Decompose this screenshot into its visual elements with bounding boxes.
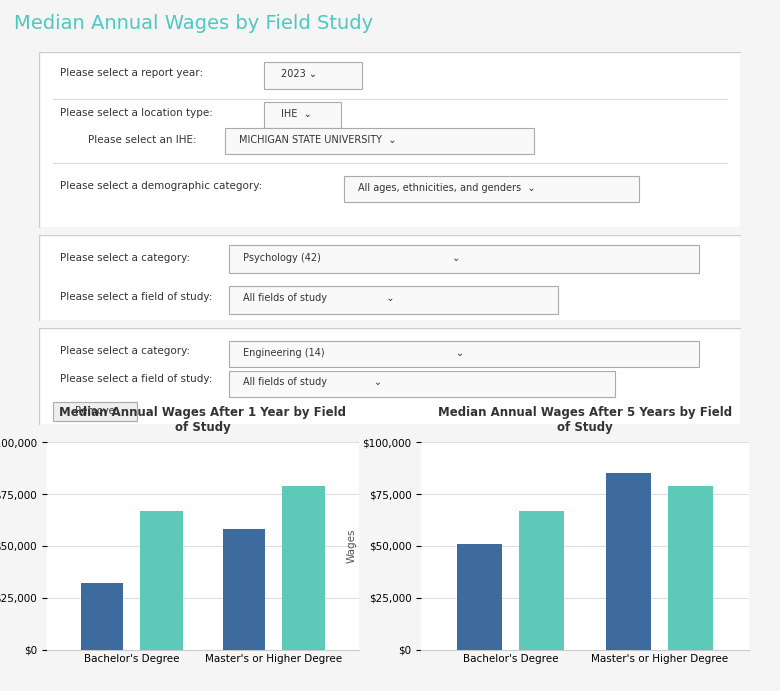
Bar [519, 511, 564, 650]
FancyBboxPatch shape [229, 286, 558, 314]
Text: 2023 ⌄: 2023 ⌄ [281, 69, 317, 79]
Text: Median Annual Wages by Field Study: Median Annual Wages by Field Study [14, 14, 373, 33]
FancyBboxPatch shape [39, 235, 741, 321]
Bar [457, 544, 502, 650]
Text: MICHIGAN STATE UNIVERSITY  ⌄: MICHIGAN STATE UNIVERSITY ⌄ [239, 135, 396, 145]
Text: Remove: Remove [76, 406, 115, 416]
Text: All fields of study                   ⌄: All fields of study ⌄ [243, 294, 394, 303]
Text: Psychology (42)                                          ⌄: Psychology (42) ⌄ [243, 254, 460, 263]
Title: Median Annual Wages After 1 Year by Field
of Study: Median Annual Wages After 1 Year by Fiel… [59, 406, 346, 434]
Y-axis label: Wages: Wages [347, 529, 356, 563]
Text: All ages, ethnicities, and genders  ⌄: All ages, ethnicities, and genders ⌄ [359, 183, 536, 193]
Title: Median Annual Wages After 5 Years by Field
of Study: Median Annual Wages After 5 Years by Fie… [438, 406, 732, 434]
Text: Please select a demographic category:: Please select a demographic category: [60, 181, 262, 191]
Text: Please select a location type:: Please select a location type: [60, 108, 213, 118]
Text: Please select a report year:: Please select a report year: [60, 68, 203, 78]
Text: Please select a category:: Please select a category: [60, 254, 190, 263]
FancyBboxPatch shape [229, 341, 699, 367]
FancyBboxPatch shape [39, 52, 741, 228]
Text: Please select an IHE:: Please select an IHE: [88, 135, 197, 145]
FancyBboxPatch shape [229, 371, 615, 397]
FancyBboxPatch shape [264, 62, 362, 89]
Bar [140, 511, 183, 650]
FancyBboxPatch shape [345, 176, 640, 202]
Bar [222, 529, 265, 650]
FancyBboxPatch shape [229, 245, 699, 273]
Text: IHE  ⌄: IHE ⌄ [281, 109, 312, 120]
Text: Please select a field of study:: Please select a field of study: [60, 292, 212, 302]
Text: All fields of study               ⌄: All fields of study ⌄ [243, 377, 381, 388]
Bar [668, 486, 713, 650]
Text: Please select a field of study:: Please select a field of study: [60, 375, 212, 384]
FancyBboxPatch shape [264, 102, 341, 129]
FancyBboxPatch shape [53, 401, 137, 421]
Text: Please select a category:: Please select a category: [60, 346, 190, 357]
Text: Engineering (14)                                          ⌄: Engineering (14) ⌄ [243, 348, 463, 358]
Bar [81, 583, 123, 650]
FancyBboxPatch shape [39, 328, 741, 425]
Bar [282, 486, 324, 650]
Bar [606, 473, 651, 650]
FancyBboxPatch shape [225, 128, 534, 154]
